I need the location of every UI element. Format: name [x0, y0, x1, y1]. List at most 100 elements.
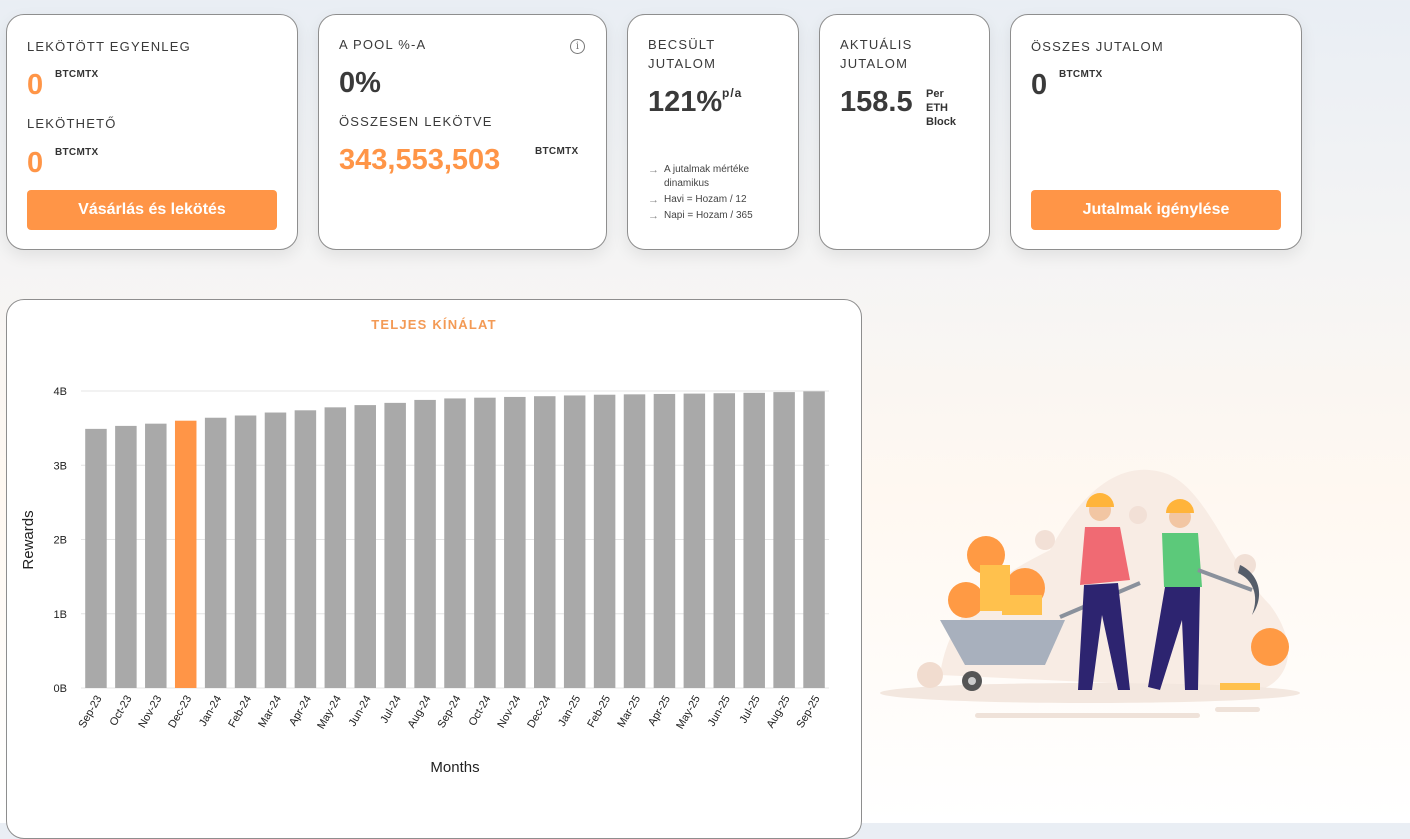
x-tick-label: Dec-23 [166, 694, 194, 731]
x-tick-label: May-24 [315, 694, 344, 732]
current-label-line-2: JUTALOM [840, 56, 909, 71]
miners-illustration [880, 469, 1300, 718]
buy-and-lock-button[interactable]: Vásárlás és lekötés [27, 190, 277, 230]
info-icon[interactable]: i [570, 39, 585, 54]
hardhat-icon [1166, 499, 1194, 513]
current-label-line-1: AKTUÁLIS [840, 37, 913, 52]
y-tick-label: 3B [54, 460, 67, 472]
chart-bar[interactable] [713, 393, 736, 688]
wheelbarrow-wheel-hub [968, 677, 976, 685]
coin-stack [1002, 595, 1042, 615]
hardhat-icon [1086, 493, 1114, 507]
chart-bar[interactable] [653, 393, 676, 688]
x-tick-label: Aug-25 [765, 694, 793, 731]
chart-bar[interactable] [474, 397, 496, 688]
chart-bar[interactable] [803, 391, 825, 688]
chart-bar[interactable] [145, 423, 167, 688]
chart-bar[interactable] [115, 425, 137, 688]
chart-bar[interactable] [354, 405, 376, 688]
estimated-reward-card: BECSÜLT JUTALOM 121% p/a → A jutalmak mér… [627, 14, 799, 250]
note-item: → A jutalmak mértéke [648, 163, 753, 177]
estimated-notes: → A jutalmak mértéke dinamikus → Havi = Ho… [648, 163, 753, 225]
chart-x-ticks: Sep-23 Oct-23 Nov-23 Dec-23 Jan-24 Feb-24 Mar-… [76, 694, 822, 732]
current-unit-line: ETH [926, 102, 948, 114]
chart-bar[interactable] [384, 402, 406, 688]
x-tick-label: Nov-23 [136, 694, 164, 731]
chart-bar[interactable] [234, 415, 257, 688]
y-axis-label: Rewards [20, 510, 37, 569]
x-tick-label: Sep-25 [795, 694, 823, 731]
total-rewards-label: ÖSSZES JUTALOM [1031, 39, 1164, 54]
x-tick-label: Sep-24 [435, 694, 463, 731]
total-locked-unit: BTCMTX [535, 146, 579, 157]
current-unit-line: Block [926, 116, 956, 128]
x-tick-label: Jun-24 [347, 694, 374, 729]
coin-icon [1251, 628, 1289, 666]
current-value: 158.5 [840, 86, 913, 118]
current-unit: Per ETH Block [926, 87, 956, 129]
lockable-unit: BTCMTX [55, 147, 99, 158]
chart-bar[interactable] [743, 392, 765, 688]
note-text: dinamikus [664, 178, 710, 189]
lockable-value: 0 [27, 147, 44, 179]
pool-label: A POOL %-A [339, 37, 427, 52]
x-tick-label: Jul-25 [737, 694, 762, 726]
pickaxe-head [1238, 565, 1260, 615]
x-tick-label: Jun-25 [706, 694, 733, 729]
coin-icon [1035, 530, 1055, 550]
x-tick-label: Feb-24 [226, 694, 254, 730]
chart-bar[interactable] [174, 420, 197, 688]
x-tick-label: Mar-25 [615, 694, 643, 730]
chart-bar[interactable] [444, 398, 466, 688]
y-tick-label: 4B [54, 386, 67, 398]
coin-icon [948, 582, 984, 618]
x-tick-label: Oct-24 [467, 694, 494, 729]
ground-line [1215, 707, 1260, 712]
chart-bar[interactable] [623, 394, 646, 688]
note-item: → Napi = Hozam / 365 [648, 209, 753, 223]
wheelbarrow-tray [940, 620, 1065, 665]
total-rewards-unit: BTCMTX [1059, 69, 1103, 80]
x-tick-label: Aug-24 [406, 694, 434, 731]
total-rewards-card: ÖSSZES JUTALOM 0 BTCMTX Jutalmak igénylé… [1010, 14, 1302, 250]
claim-rewards-button[interactable]: Jutalmak igénylése [1031, 190, 1281, 230]
lockable-label: LEKÖTHETŐ [27, 116, 117, 131]
current-reward-card: AKTUÁLIS JUTALOM 158.5 Per ETH Block [819, 14, 990, 250]
worker-shirt [1162, 533, 1202, 587]
arrow-right-icon: → [648, 210, 659, 222]
coin-icon [967, 536, 1005, 574]
pool-card: A POOL %-A i 0% ÖSSZESEN LEKÖTVE 343,553… [318, 14, 607, 250]
chart-bar[interactable] [85, 428, 107, 688]
chart-bar[interactable] [504, 396, 526, 688]
chart-bar[interactable] [593, 394, 616, 688]
chart-bar[interactable] [773, 392, 795, 688]
y-tick-label: 2B [54, 535, 67, 547]
x-tick-label: Jul-24 [378, 694, 403, 726]
chart-bar[interactable] [294, 410, 317, 688]
note-item: → Havi = Hozam / 12 [648, 193, 753, 207]
chart-bar[interactable] [563, 395, 586, 688]
chart-bar[interactable] [204, 417, 227, 688]
x-tick-label: Apr-24 [287, 694, 314, 729]
ground-line [975, 713, 1200, 718]
locked-balance-label: LEKÖTÖTT EGYENLEG [27, 39, 191, 54]
locked-balance-card: LEKÖTÖTT EGYENLEG 0 BTCMTX LEKÖTHETŐ 0 B… [6, 14, 298, 250]
note-item: dinamikus [648, 177, 753, 191]
x-tick-label: Apr-25 [646, 694, 673, 729]
chart-bar[interactable] [683, 393, 706, 688]
chart-bar[interactable] [414, 399, 436, 688]
arrow-right-icon: → [648, 164, 659, 176]
note-text: A jutalmak mértéke [664, 164, 750, 175]
chart-bar[interactable] [534, 396, 556, 688]
total-rewards-value: 0 [1031, 69, 1048, 101]
arrow-right-icon: → [648, 194, 659, 206]
x-tick-label: Dec-24 [525, 694, 553, 731]
y-tick-label: 1B [54, 609, 67, 621]
locked-balance-value: 0 [27, 69, 44, 101]
total-locked-label: ÖSSZESEN LEKÖTVE [339, 114, 493, 129]
chart-bar[interactable] [324, 407, 347, 688]
estimated-label-line-2: JUTALOM [648, 56, 717, 71]
note-text: Havi = Hozam / 12 [664, 194, 747, 205]
chart-bar[interactable] [264, 412, 287, 688]
